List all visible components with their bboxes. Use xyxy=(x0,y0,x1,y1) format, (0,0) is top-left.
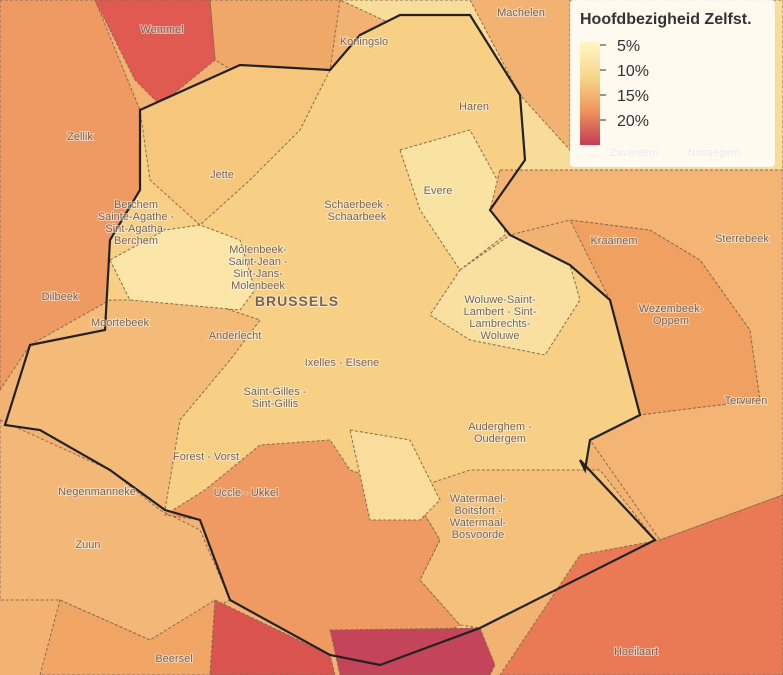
place-label: BRUSSELS xyxy=(255,293,339,309)
place-label: Boitsfort - xyxy=(454,505,501,517)
place-label: Beersel xyxy=(155,653,192,665)
place-label: Lambert - Sint- xyxy=(464,306,537,318)
place-label: Kraainem xyxy=(590,235,637,247)
legend-tick-label: 5% xyxy=(617,38,640,55)
place-label: Saint-Gilles - xyxy=(244,386,307,398)
legend: Hoofdbezigheid Zelfst. 5% 10% 15% 20% xyxy=(570,0,775,167)
place-label: Zuun xyxy=(75,539,100,551)
place-label: Wezembeek- xyxy=(639,303,704,315)
place-label: Negenmanneke xyxy=(58,486,136,498)
place-label: Jette xyxy=(210,169,234,181)
place-label: Auderghem - xyxy=(468,421,532,433)
place-label: Koningslo xyxy=(340,36,388,48)
place-label: Bosvoorde xyxy=(452,529,505,541)
place-label: Sint-Jans- xyxy=(233,268,283,280)
place-label: Anderlecht xyxy=(209,330,262,342)
place-label: Moortebeek xyxy=(91,317,150,329)
region xyxy=(209,0,341,76)
place-label: Sint-Agatha- xyxy=(105,223,166,235)
region xyxy=(4,299,261,511)
legend-tick-label: 10% xyxy=(617,63,649,80)
place-label: Uccle - Ukkel xyxy=(214,487,279,499)
legend-title: Hoofdbezigheid Zelfst. xyxy=(580,11,752,28)
place-label: Hoeilaart xyxy=(614,646,658,658)
place-label: Dilbeek xyxy=(42,291,79,303)
place-label: Sterrebeek xyxy=(715,233,769,245)
region xyxy=(489,169,783,541)
place-label: Tervuren xyxy=(725,395,768,407)
place-label: Watermaal- xyxy=(450,517,507,529)
legend-gradient xyxy=(580,42,600,145)
place-label: Molenbeek xyxy=(231,280,285,292)
place-label: Molenbeek- xyxy=(229,244,287,256)
place-label: Machelen xyxy=(497,7,545,19)
place-label: Woluwe xyxy=(481,330,520,342)
region xyxy=(94,0,216,106)
region xyxy=(349,429,441,521)
place-label: Oppem xyxy=(653,315,689,327)
place-label: Schaarbeek xyxy=(328,211,387,223)
legend-ticks: 5% 10% 15% 20% xyxy=(600,38,649,130)
place-label: Oudergem xyxy=(474,433,526,445)
region xyxy=(109,224,256,311)
place-label: Watermael- xyxy=(450,493,507,505)
region xyxy=(499,494,783,675)
place-label: Ixelles - Elsene xyxy=(305,357,380,369)
legend-tick-label: 15% xyxy=(617,88,649,105)
place-label: Zellik xyxy=(67,131,93,143)
place-label: Sainte-Agathe - xyxy=(98,211,175,223)
place-label: Sint-Gillis xyxy=(252,398,299,410)
region-boundary xyxy=(3,13,657,667)
place-label: Berchem xyxy=(114,235,158,247)
region xyxy=(329,627,496,675)
place-label: Schaerbeek - xyxy=(324,199,390,211)
place-label: Berchem xyxy=(114,199,158,211)
place-label: Forest - Vorst xyxy=(173,451,239,463)
region xyxy=(139,64,331,226)
place-label: Haren xyxy=(459,101,489,113)
place-label: Wemmel xyxy=(140,24,183,36)
legend-tick-label: 20% xyxy=(617,113,649,130)
place-label: Lambrechts- xyxy=(469,318,530,330)
place-label: Woluwe-Saint- xyxy=(464,294,536,306)
place-label: Evere xyxy=(424,185,453,197)
legend-box xyxy=(570,0,775,167)
region xyxy=(209,599,336,675)
place-label: Saint-Jean - xyxy=(228,256,288,268)
region xyxy=(399,129,506,271)
